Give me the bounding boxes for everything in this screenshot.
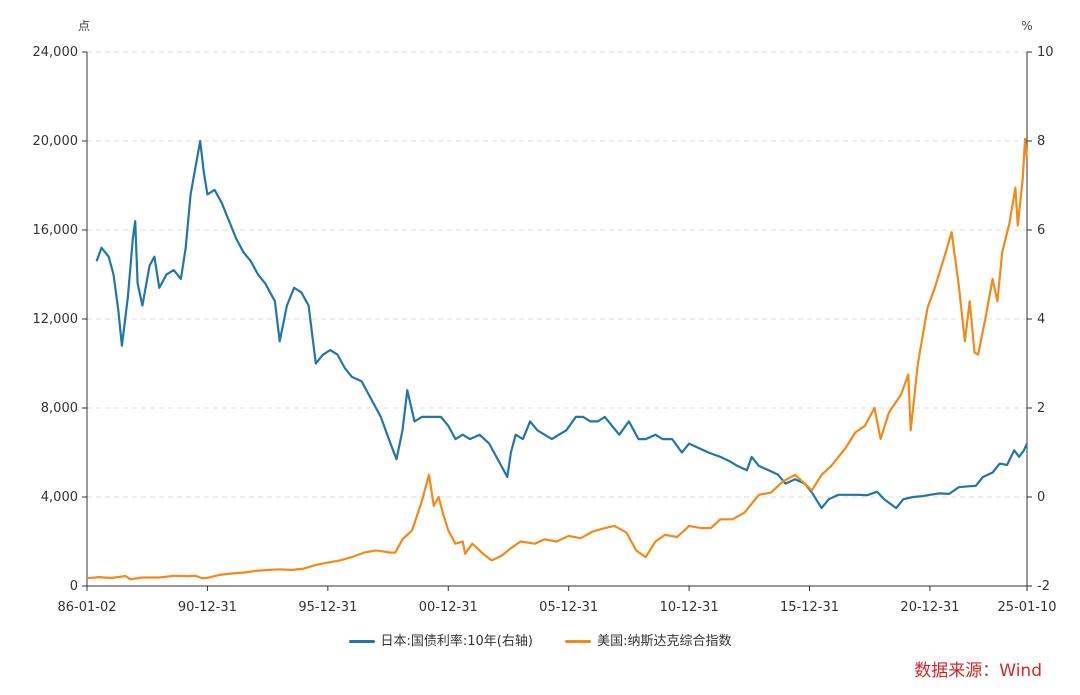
legend-label-nasdaq: 美国:纳斯达克综合指数 [597,634,732,649]
x-axis-tick-label: 20-12-31 [900,600,959,615]
right-axis-tick-label: -2 [1037,579,1050,594]
right-axis-tick-label: 10 [1037,45,1054,60]
x-axis-tick-label: 10-12-31 [660,600,719,615]
right-axis-tick-label: 8 [1037,134,1045,149]
legend-swatch-jgb [348,640,375,643]
x-axis-tick-label: 05-12-31 [539,600,598,615]
right-axis-tick-label: 2 [1037,401,1045,416]
left-axis-tick-label: 4,000 [41,490,78,505]
left-axis-tick-label: 12,000 [33,312,79,327]
left-axis-tick-label: 0 [70,579,78,594]
right-axis-unit: % [1021,19,1032,33]
left-axis-tick-label: 20,000 [33,134,79,149]
legend-item-jgb: 日本:国债利率:10年(右轴) [348,630,533,649]
left-axis-unit: 点 [78,19,90,33]
x-axis-tick-label: 00-12-31 [419,600,478,615]
left-axis-tick-label: 24,000 [33,45,79,60]
x-axis-tick-label: 86-01-02 [57,600,116,615]
legend-label-jgb: 日本:国债利率:10年(右轴) [380,634,533,649]
legend-swatch-nasdaq [565,640,592,643]
left-axis-tick-label: 8,000 [41,401,78,416]
x-axis-tick-label: 25-01-10 [997,600,1056,615]
x-axis-tick-label: 15-12-31 [780,600,839,615]
legend-item-nasdaq: 美国:纳斯达克综合指数 [565,630,731,649]
legend: 日本:国债利率:10年(右轴) 美国:纳斯达克综合指数 [0,630,1080,649]
series-line-nasdaq-composite [86,137,1029,581]
right-axis-tick-label: 4 [1037,312,1045,327]
x-axis-tick-label: 95-12-31 [298,600,357,615]
right-axis-tick-label: 0 [1037,490,1045,505]
source-note: 数据来源：Wind [914,661,1042,681]
x-axis-tick-label: 90-12-31 [178,600,237,615]
series-line-jgb-10y-yield [95,139,1028,510]
left-axis-tick-label: 16,000 [33,223,79,238]
right-axis-tick-label: 6 [1037,223,1045,238]
